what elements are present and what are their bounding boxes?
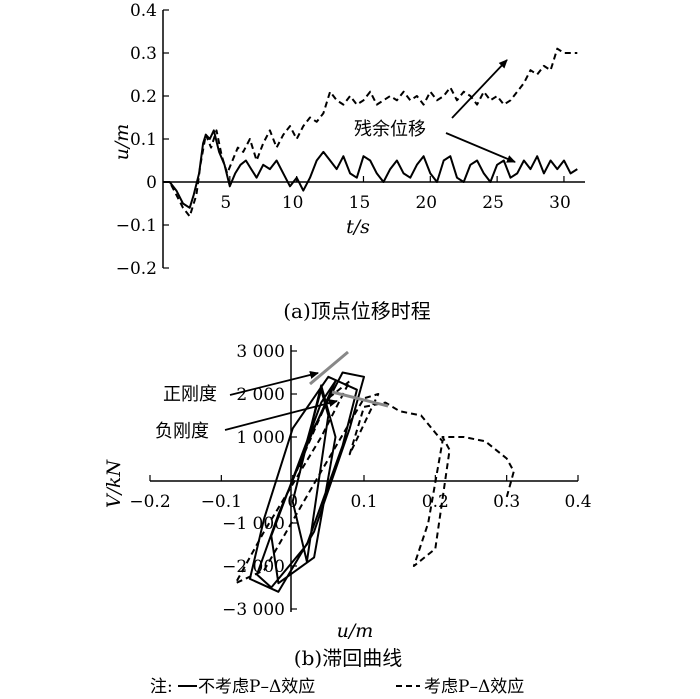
chart-a-x-tick-label: 10 — [282, 193, 304, 213]
chart-b-x-tick-label: 0.1 — [350, 492, 377, 512]
chart-b-y-tick-label: −2 000 — [222, 557, 285, 577]
chart-a-y-tick-label: 0.2 — [130, 87, 157, 107]
chart-a-x-tick-label: 5 — [220, 193, 231, 213]
chart-b-y-tick-label: −3 000 — [222, 600, 285, 620]
negative-stiffness-line — [331, 390, 389, 408]
note-prefix: 注: — [150, 677, 173, 697]
chart-a-x-tick-label: 30 — [549, 193, 571, 213]
negative-stiffness-label: 负刚度 — [155, 421, 209, 442]
chart-a-series-dashed — [163, 47, 578, 218]
legend-dashed-label: 考虑P–Δ效应 — [424, 677, 524, 697]
residual-arrow-upper — [451, 59, 508, 119]
positive-stiffness-label: 正刚度 — [163, 384, 217, 405]
chart-a-caption: (a)顶点位移时程 — [283, 299, 431, 323]
chart-a-x-label: t/s — [346, 216, 370, 238]
residual-arrow-lower — [445, 132, 516, 163]
chart-b-x-tick-label: 0.2 — [422, 492, 449, 512]
chart-b-x-tick-label: 0.3 — [493, 492, 520, 512]
chart-b-x-label: u/m — [337, 620, 374, 642]
chart-b-y-tick-label: −1 000 — [222, 514, 285, 534]
chart-b-series-solid — [248, 371, 365, 593]
negative-stiffness-arrow — [224, 399, 338, 431]
chart-a-x-tick-label: 20 — [415, 193, 437, 213]
chart-a-y-tick-label: −0.2 — [116, 259, 157, 279]
legend-solid-label: 不考虑P–Δ效应 — [198, 677, 315, 697]
positive-stiffness-line — [309, 350, 349, 386]
legend-note: 注: 不考虑P–Δ效应 考虑P–Δ效应 — [150, 677, 524, 697]
residual-displacement-annotation: 残余位移 — [354, 119, 426, 140]
chart-a-series-solid — [163, 129, 578, 209]
chart-b-caption: (b)滞回曲线 — [294, 646, 402, 670]
chart-a-y-label: u/m — [111, 124, 133, 161]
positive-stiffness-arrow — [229, 371, 319, 396]
chart-b-y-tick-label: 3 000 — [236, 342, 285, 362]
chart-a-x-tick-label: 25 — [482, 193, 504, 213]
displacement-time-chart: 0.4 0.3 0.2 0.1 0 −0.1 −0.2 5 10 15 20 25 30 u/m t/… — [111, 1, 585, 323]
chart-b-x-tick-label: −0.1 — [201, 492, 242, 512]
chart-b-x-tick-label: 0.4 — [564, 492, 591, 512]
chart-a-y-tick-label: 0.3 — [130, 44, 157, 64]
chart-b-series-dashed — [234, 380, 515, 585]
chart-b-x-tick-label: 0 — [287, 492, 298, 512]
chart-b-y-tick-label: 1 000 — [236, 428, 285, 448]
chart-a-x-tick-label: 15 — [349, 193, 371, 213]
chart-a-y-tick-label: 0.1 — [130, 130, 157, 150]
chart-b-x-tick-label: −0.2 — [129, 492, 170, 512]
chart-b-y-label: V/kN — [103, 458, 125, 508]
chart-a-y-tick-label: −0.1 — [116, 216, 157, 236]
chart-a-y-tick-label: 0.4 — [130, 1, 157, 21]
chart-a-y-tick-label: 0 — [146, 173, 157, 193]
